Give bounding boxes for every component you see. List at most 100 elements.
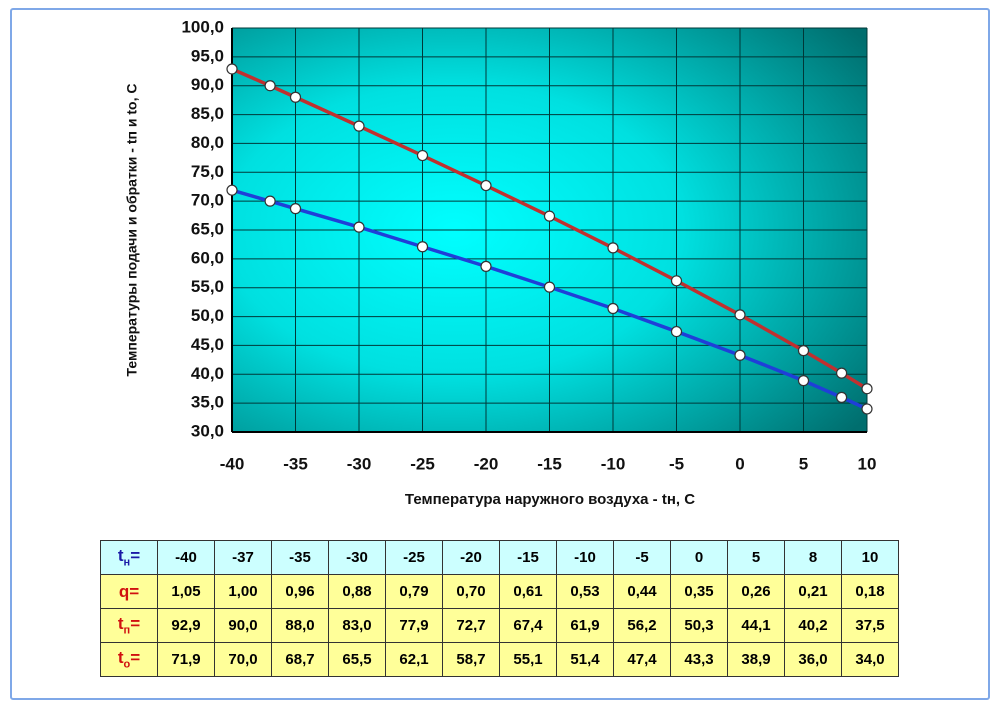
- data-point: [226, 63, 238, 75]
- table-cell: -35: [271, 540, 329, 575]
- table-row: q= 1,05 1,00 0,96 0,88 0,79 0,70 0,61 0,53 0,44 0,…: [100, 574, 899, 609]
- data-point: [289, 203, 302, 215]
- data-point: [353, 120, 365, 132]
- label-main: t: [117, 546, 124, 566]
- data-point: [353, 221, 365, 233]
- table-cell: 90,0: [214, 608, 272, 643]
- table-cell: 72,7: [442, 608, 500, 643]
- data-point: [543, 210, 556, 222]
- table-cell: 0,44: [613, 574, 671, 609]
- row-label: tп=: [100, 608, 158, 643]
- data-point: [734, 309, 746, 321]
- table-cell: 0: [670, 540, 728, 575]
- table-row: tн= -40 -37 -35 -30 -25 -20 -15 -10 -5 0 5 8 10: [100, 540, 899, 575]
- label-main: t: [117, 648, 124, 668]
- label-main: q: [118, 581, 130, 601]
- data-point: [797, 345, 810, 357]
- data-point: [264, 80, 276, 92]
- table-cell: 36,0: [784, 642, 842, 677]
- table-cell: 0,61: [499, 574, 557, 609]
- table-row: tо= 71,9 70,0 68,7 65,5 62,1 58,7 55,1 51,4 47,4 4…: [100, 642, 899, 677]
- table-cell: 67,4: [499, 608, 557, 643]
- label-main: t: [117, 614, 124, 634]
- label-tail: =: [130, 546, 141, 566]
- table-cell: 70,0: [214, 642, 272, 677]
- data-point: [480, 260, 492, 272]
- table-cell: 34,0: [841, 642, 899, 677]
- label-tail: =: [129, 581, 140, 601]
- table-cell: 0,79: [385, 574, 443, 609]
- table-cell: 0,53: [556, 574, 614, 609]
- table-cell: 0,18: [841, 574, 899, 609]
- table-cell: 0,35: [670, 574, 728, 609]
- data-point: [607, 242, 619, 254]
- data-point: [835, 367, 848, 379]
- table-cell: 40,2: [784, 608, 842, 643]
- table-cell: 47,4: [613, 642, 671, 677]
- table-cell: -5: [613, 540, 671, 575]
- label-tail: =: [130, 648, 141, 668]
- data-point: [607, 302, 619, 315]
- y-axis-label: Температуры подачи и обратки - tп и to, …: [124, 84, 140, 377]
- x-axis-label: Температура наружного воздуха - tн, C: [405, 491, 695, 508]
- x-tick-label: -25: [410, 454, 435, 473]
- table-row: tп= 92,9 90,0 88,0 83,0 77,9 72,7 67,4 61,9 56,2 5…: [100, 608, 899, 643]
- table-cell: -15: [499, 540, 557, 575]
- y-tick-label: 75,0: [191, 162, 224, 181]
- table-cell: 0,26: [727, 574, 785, 609]
- y-tick-label: 45,0: [191, 335, 224, 354]
- y-tick-label: 90,0: [191, 75, 224, 94]
- table-cell: 5: [727, 540, 785, 575]
- data-point: [226, 184, 238, 196]
- table-cell: 65,5: [328, 642, 386, 677]
- table-cell: -25: [385, 540, 443, 575]
- table-cell: 37,5: [841, 608, 899, 643]
- table-cell: -37: [214, 540, 272, 575]
- y-tick-label: 100,0: [181, 17, 224, 36]
- data-point: [480, 179, 492, 192]
- row-label: tо=: [100, 642, 158, 677]
- table-cell: 68,7: [271, 642, 329, 677]
- y-tick-label: 60,0: [191, 248, 224, 267]
- label-tail: =: [130, 614, 141, 634]
- y-tick-label: 40,0: [191, 364, 224, 383]
- table-cell: 92,9: [157, 608, 215, 643]
- y-tick-label: 85,0: [191, 104, 224, 123]
- x-tick-label: -5: [669, 454, 684, 473]
- data-point: [416, 149, 429, 162]
- table-cell: -30: [328, 540, 386, 575]
- table-cell: 0,21: [784, 574, 842, 609]
- table-cell: -40: [157, 540, 215, 575]
- table-cell: 8: [784, 540, 842, 575]
- data-point: [797, 375, 810, 387]
- table-cell: -10: [556, 540, 614, 575]
- data-point: [543, 281, 556, 293]
- table-cell: 51,4: [556, 642, 614, 677]
- y-tick-label: 35,0: [191, 393, 224, 412]
- y-tick-label: 55,0: [191, 277, 224, 296]
- label-sub: п: [123, 624, 131, 637]
- table-cell: 0,96: [271, 574, 329, 609]
- table-cell: 77,9: [385, 608, 443, 643]
- data-point: [670, 275, 683, 287]
- x-tick-label: 10: [858, 454, 877, 473]
- table-cell: 56,2: [613, 608, 671, 643]
- table-cell: 38,9: [727, 642, 785, 677]
- frame: [10, 8, 990, 700]
- table-cell: 10: [841, 540, 899, 575]
- data-point: [861, 403, 873, 415]
- data-point: [264, 195, 276, 207]
- table-cell: 1,05: [157, 574, 215, 609]
- y-tick-label: 70,0: [191, 191, 224, 210]
- label-sub: о: [123, 658, 131, 671]
- x-tick-label: -10: [601, 454, 626, 473]
- row-label: tн=: [100, 540, 158, 575]
- x-tick-label: 0: [735, 454, 744, 473]
- table-cell: 0,70: [442, 574, 500, 609]
- x-tick-label: -15: [537, 454, 562, 473]
- table-cell: 71,9: [157, 642, 215, 677]
- table-cell: 62,1: [385, 642, 443, 677]
- table-cell: 88,0: [271, 608, 329, 643]
